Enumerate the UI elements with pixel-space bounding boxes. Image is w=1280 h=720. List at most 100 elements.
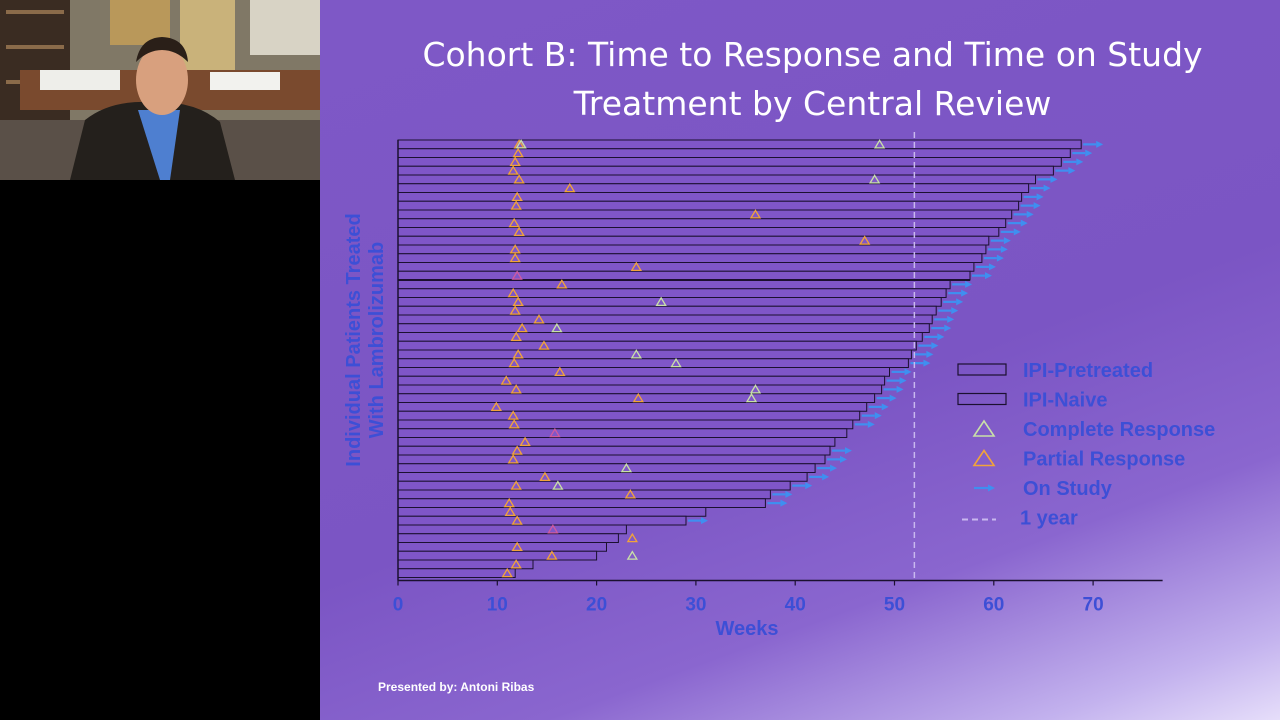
slide-title: Cohort B: Time to Response and Time on S… bbox=[360, 30, 1265, 128]
legend-item-naive: IPI-Naive bbox=[957, 390, 1107, 412]
on-study-arrow bbox=[952, 280, 973, 288]
on-study-arrow-head bbox=[1096, 140, 1104, 148]
on-study-arrow bbox=[971, 272, 992, 280]
presenter-video-frame bbox=[0, 0, 320, 180]
on-study-arrow bbox=[1023, 193, 1044, 201]
patient-bar-naive bbox=[397, 542, 607, 552]
on-study-arrow-head bbox=[896, 385, 904, 393]
on-study-arrow-head bbox=[1036, 193, 1044, 201]
partial-response-marker bbox=[508, 419, 520, 429]
partial-response-marker bbox=[538, 340, 550, 350]
on-study-arrow-head bbox=[881, 403, 889, 411]
on-study-arrow bbox=[854, 420, 875, 428]
on-study-arrow-head bbox=[839, 455, 847, 463]
x-tick-label: 70 bbox=[1083, 595, 1104, 616]
complete-response-marker bbox=[626, 550, 638, 560]
complete-response-marker bbox=[552, 480, 564, 490]
on-study-arrow-head bbox=[965, 280, 973, 288]
patient-bar-naive bbox=[397, 358, 909, 368]
legend-swatch bbox=[957, 392, 1007, 406]
on-study-arrow bbox=[1020, 202, 1041, 210]
on-study-arrow bbox=[1055, 167, 1076, 175]
patient-bar-naive bbox=[397, 305, 937, 316]
complete-response-marker bbox=[749, 384, 762, 394]
on-study-arrow bbox=[868, 403, 889, 411]
complete-response-marker bbox=[670, 357, 682, 368]
patient-bar-naive bbox=[397, 472, 808, 482]
patient-bar-naive bbox=[397, 375, 886, 386]
on-study-arrow-head bbox=[1068, 167, 1076, 175]
patient-bar-naive bbox=[397, 445, 831, 456]
on-study-arrow-head bbox=[700, 517, 708, 525]
patient-bar-naive bbox=[397, 297, 942, 307]
slide: Cohort B: Time to Response and Time on S… bbox=[320, 0, 1280, 720]
patient-bar-pretreated bbox=[397, 244, 987, 255]
y-axis-label: Individual Patients TreatedWith Lambroli… bbox=[343, 213, 388, 466]
partial-response-marker bbox=[556, 279, 568, 289]
patient-bar-pretreated bbox=[397, 227, 1000, 237]
on-study-arrow bbox=[1007, 219, 1028, 227]
on-study-arrow-head bbox=[1043, 184, 1051, 192]
on-study-arrow-head bbox=[1026, 210, 1034, 218]
partial-response-marker bbox=[512, 296, 524, 307]
partial-response-marker bbox=[511, 445, 523, 455]
response-marker bbox=[549, 427, 561, 438]
patient-bar-pretreated bbox=[397, 235, 990, 246]
partial-response-marker bbox=[632, 392, 644, 403]
patient-bar-naive bbox=[397, 314, 933, 325]
patient-bar-naive bbox=[397, 524, 627, 535]
complete-response-marker bbox=[873, 139, 886, 149]
on-study-arrow bbox=[687, 517, 708, 525]
legend-label: On Study bbox=[1023, 478, 1113, 500]
patient-bar-naive bbox=[397, 340, 917, 351]
patient-bar-naive bbox=[397, 489, 771, 500]
x-tick-label: 20 bbox=[586, 595, 607, 616]
partial-response-marker bbox=[546, 550, 558, 560]
partial-response-marker bbox=[509, 305, 521, 315]
on-study-arrow bbox=[924, 333, 945, 341]
patient-bar-naive bbox=[397, 515, 687, 526]
on-study-arrow bbox=[990, 237, 1011, 245]
on-study-arrow bbox=[883, 385, 904, 393]
partial-response-marker bbox=[510, 480, 522, 490]
patient-bar-naive bbox=[397, 498, 766, 508]
on-study-arrow bbox=[767, 499, 788, 507]
on-study-arrow-head bbox=[785, 490, 793, 498]
on-study-arrow bbox=[987, 245, 1008, 253]
on-study-arrow-head bbox=[947, 315, 955, 323]
partial-response-marker bbox=[507, 410, 519, 420]
legend-label: 1 year bbox=[1020, 508, 1078, 530]
legend-triangle-icon bbox=[972, 419, 996, 437]
on-study-arrow-head bbox=[926, 350, 934, 358]
y-axis-label-line-2: With Lambrolizumab bbox=[366, 242, 388, 438]
on-study-arrow-head bbox=[780, 499, 788, 507]
patient-bar-naive bbox=[397, 533, 619, 543]
patient-bar-naive bbox=[397, 454, 826, 465]
legend-item-onstudy: On Study bbox=[974, 478, 1113, 500]
patient-bar-naive bbox=[397, 507, 707, 517]
on-study-arrow-head bbox=[889, 394, 897, 402]
patient-bar-pretreated bbox=[397, 270, 971, 281]
x-tick-label: 0 bbox=[393, 595, 404, 616]
partial-response-marker bbox=[624, 489, 637, 499]
legend-item-cr: Complete Response bbox=[972, 419, 1215, 441]
partial-response-marker bbox=[749, 209, 762, 219]
swimmer-chart: 0 10 20 30 40 50 60 70 Weeks Individual Patients … bbox=[343, 132, 1215, 640]
legend-swatch bbox=[957, 363, 1007, 376]
presenter-webcam bbox=[0, 0, 320, 180]
legend-label: Partial Response bbox=[1023, 449, 1185, 471]
partial-response-marker bbox=[507, 454, 519, 464]
patient-bar-naive bbox=[397, 279, 951, 290]
response-marker bbox=[511, 270, 523, 280]
on-study-arrow-head bbox=[805, 482, 813, 490]
patient-bar-pretreated bbox=[397, 192, 1023, 202]
patient-bar-pretreated bbox=[397, 165, 1054, 176]
partial-response-marker bbox=[508, 357, 520, 368]
partial-response-marker bbox=[507, 287, 519, 298]
on-study-arrow bbox=[1037, 175, 1058, 183]
on-study-arrow bbox=[934, 315, 955, 323]
partial-response-marker bbox=[630, 261, 642, 272]
on-study-arrow bbox=[792, 482, 813, 490]
on-study-arrow bbox=[1000, 228, 1021, 236]
on-study-arrow-head bbox=[984, 272, 992, 280]
